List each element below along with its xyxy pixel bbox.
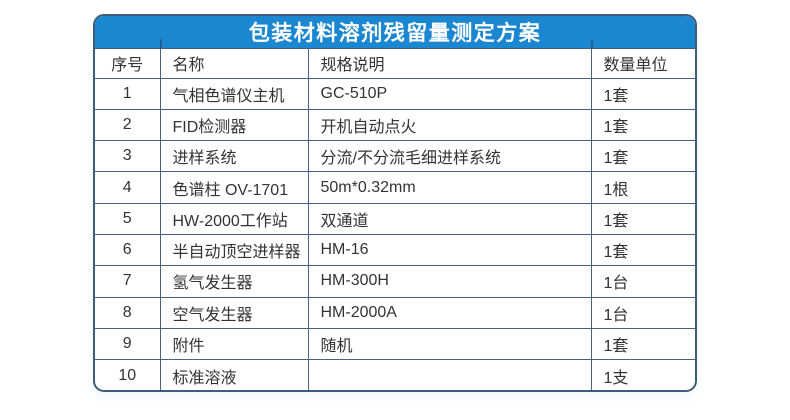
header-row: 序号 名称 规格说明 数量单位 [95, 49, 695, 79]
item-spec-cell: GC-510P [307, 77, 592, 110]
item-spec-cell: 开机自动点火 [307, 108, 592, 142]
item-name-cell: 标准溶液 [159, 359, 309, 390]
table-title-bar: 包装材料溶剂残留量测定方案 [95, 16, 695, 49]
spec-table-card: 包装材料溶剂残留量测定方案 序号 名称 规格说明 数量单位 1 气相色谱 [93, 14, 697, 392]
column-header-no: 序号 [95, 49, 161, 79]
table-row: 6 半自动顶空进样器 HM-16 1套 [95, 233, 695, 267]
row-number-cell: 2 [95, 108, 161, 142]
row-number-cell: 10 [95, 359, 161, 390]
item-name-cell: HW-2000工作站 [159, 202, 309, 235]
row-number-cell: 1 [95, 77, 161, 110]
item-name-cell: 半自动顶空进样器 [159, 233, 309, 267]
item-qty-cell: 1台 [590, 265, 695, 298]
item-qty-cell: 1套 [590, 327, 695, 361]
table-row: 2 FID检测器 开机自动点火 1套 [95, 108, 695, 142]
item-qty-cell: 1套 [590, 77, 695, 110]
item-spec-cell: HM-2000A [307, 296, 592, 329]
row-number-cell: 3 [95, 140, 161, 173]
item-qty-cell: 1套 [590, 140, 695, 173]
item-qty-cell: 1根 [590, 171, 695, 204]
item-spec-cell [307, 359, 592, 390]
item-name-cell: FID检测器 [159, 108, 309, 142]
item-name-cell: 进样系统 [159, 140, 309, 173]
row-number-cell: 4 [95, 171, 161, 204]
row-number-cell: 5 [95, 202, 161, 235]
table-row: 10 标准溶液 1支 [95, 359, 695, 390]
row-number-cell: 9 [95, 327, 161, 361]
item-qty-cell: 1台 [590, 296, 695, 329]
table-row: 7 氢气发生器 HM-300H 1台 [95, 265, 695, 298]
table-body: 1 气相色谱仪主机 GC-510P 1套 2 FID检测器 开机自动点火 1套 … [95, 77, 695, 390]
item-spec-cell: 双通道 [307, 202, 592, 235]
table-row: 9 附件 随机 1套 [95, 327, 695, 361]
item-spec-cell: 分流/不分流毛细进样系统 [307, 140, 592, 173]
table-row: 5 HW-2000工作站 双通道 1套 [95, 202, 695, 235]
table-row: 1 气相色谱仪主机 GC-510P 1套 [95, 77, 695, 110]
item-name-cell: 色谱柱 OV-1701 [159, 171, 309, 204]
table-row: 4 色谱柱 OV-1701 50m*0.32mm 1根 [95, 171, 695, 204]
table-row: 8 空气发生器 HM-2000A 1台 [95, 296, 695, 329]
column-header-qty: 数量单位 [590, 49, 695, 79]
table-title: 包装材料溶剂残留量测定方案 [248, 22, 542, 45]
item-qty-cell: 1套 [590, 202, 695, 235]
item-name-cell: 附件 [159, 327, 309, 361]
row-number-cell: 7 [95, 265, 161, 298]
item-spec-cell: 随机 [307, 327, 592, 361]
item-spec-cell: HM-300H [307, 265, 592, 298]
column-divider-notch-left [160, 39, 162, 48]
spec-table: 序号 名称 规格说明 数量单位 1 气相色谱仪主机 GC-510P 1套 [95, 49, 695, 390]
item-name-cell: 空气发生器 [159, 296, 309, 329]
table-row: 3 进样系统 分流/不分流毛细进样系统 1套 [95, 140, 695, 173]
item-qty-cell: 1支 [590, 359, 695, 390]
column-header-spec: 规格说明 [307, 49, 592, 79]
item-name-cell: 气相色谱仪主机 [159, 77, 309, 110]
item-qty-cell: 1套 [590, 108, 695, 142]
row-number-cell: 8 [95, 296, 161, 329]
column-header-name: 名称 [159, 49, 309, 79]
item-spec-cell: 50m*0.32mm [307, 171, 592, 204]
row-number-cell: 6 [95, 233, 161, 267]
column-divider-notch-right [591, 39, 593, 48]
item-qty-cell: 1套 [590, 233, 695, 267]
item-spec-cell: HM-16 [307, 233, 592, 267]
item-name-cell: 氢气发生器 [159, 265, 309, 298]
